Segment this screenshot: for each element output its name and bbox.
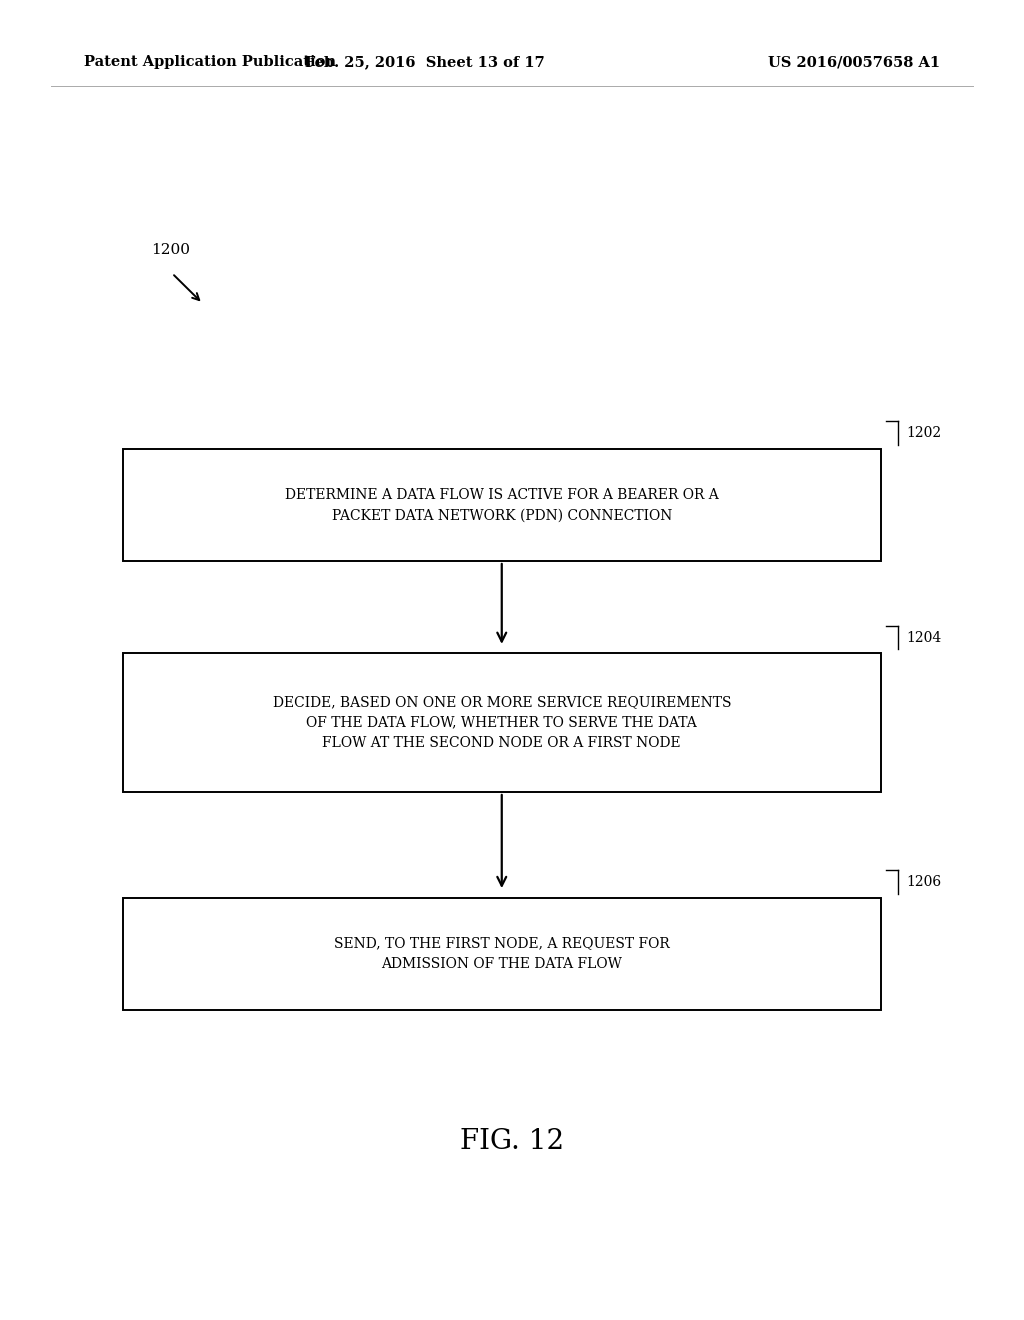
Text: US 2016/0057658 A1: US 2016/0057658 A1 xyxy=(768,55,940,69)
Text: DECIDE, BASED ON ONE OR MORE SERVICE REQUIREMENTS
OF THE DATA FLOW, WHETHER TO S: DECIDE, BASED ON ONE OR MORE SERVICE REQ… xyxy=(272,696,731,750)
Text: 1202: 1202 xyxy=(906,426,941,440)
Bar xyxy=(123,653,881,792)
Text: FIG. 12: FIG. 12 xyxy=(460,1129,564,1155)
Text: Feb. 25, 2016  Sheet 13 of 17: Feb. 25, 2016 Sheet 13 of 17 xyxy=(305,55,545,69)
Text: 1200: 1200 xyxy=(152,243,190,257)
Text: 1204: 1204 xyxy=(906,631,941,644)
Text: DETERMINE A DATA FLOW IS ACTIVE FOR A BEARER OR A
PACKET DATA NETWORK (PDN) CONN: DETERMINE A DATA FLOW IS ACTIVE FOR A BE… xyxy=(285,487,719,523)
Text: Patent Application Publication: Patent Application Publication xyxy=(84,55,336,69)
Bar xyxy=(123,898,881,1010)
Text: 1206: 1206 xyxy=(906,875,941,888)
Bar xyxy=(123,449,881,561)
Text: SEND, TO THE FIRST NODE, A REQUEST FOR
ADMISSION OF THE DATA FLOW: SEND, TO THE FIRST NODE, A REQUEST FOR A… xyxy=(334,936,670,972)
